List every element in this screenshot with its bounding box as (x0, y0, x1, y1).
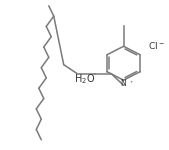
Text: Cl$^-$: Cl$^-$ (148, 40, 164, 51)
Text: $^+$: $^+$ (129, 81, 134, 86)
Text: N: N (121, 79, 126, 88)
Text: H$_2$O: H$_2$O (74, 72, 95, 86)
